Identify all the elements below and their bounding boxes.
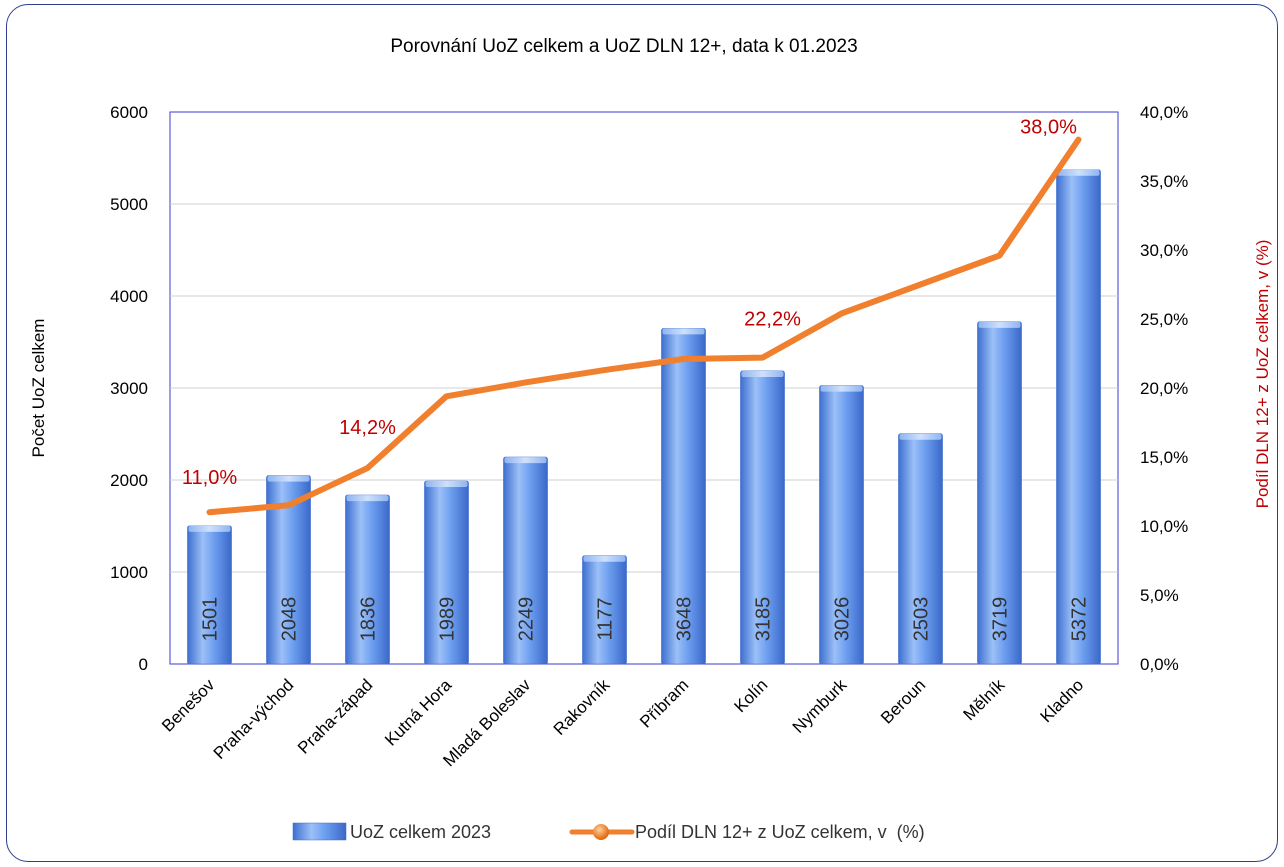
bar-top — [978, 321, 1021, 328]
legend-bar-label: UoZ celkem 2023 — [350, 822, 491, 842]
line-point — [602, 368, 607, 373]
bar-top — [1057, 169, 1100, 176]
bar-data-label: 5372 — [1069, 597, 1091, 642]
y2-tick-label: 10,0% — [1140, 517, 1188, 536]
bar-top — [346, 495, 389, 502]
line-point — [681, 357, 686, 362]
x-tick-label: Příbram — [636, 675, 692, 731]
line-annotation: 38,0% — [1020, 117, 1077, 139]
x-tick-label: Nymburk — [789, 675, 851, 737]
y-tick-label: 5000 — [110, 195, 148, 214]
line-annotation: 11,0% — [182, 467, 237, 489]
bar-data-label: 3719 — [990, 597, 1012, 642]
bar-data-label: 2503 — [911, 597, 933, 642]
y2-tick-label: 35,0% — [1140, 172, 1188, 191]
y2-tick-label: 5,0% — [1140, 586, 1179, 605]
x-tick-label: Kladno — [1036, 675, 1087, 726]
bar-data-labels: 1501 2048 1836 1989 2249 1177 3648 3185 3026 2503… — [200, 597, 1091, 642]
line-point — [365, 466, 370, 471]
y2-tick-label: 40,0% — [1140, 103, 1188, 122]
y2-tick-label: 0,0% — [1140, 655, 1179, 674]
y-axis-ticks: 0 1000 2000 3000 4000 5000 6000 — [110, 103, 148, 674]
grid-lines — [170, 203, 1118, 573]
legend-bar-swatch — [292, 822, 347, 841]
bar-data-label: 3185 — [753, 597, 775, 642]
x-tick-label: Kolín — [730, 675, 771, 716]
line-series — [206, 136, 1082, 516]
y-axis-title: Počet UoZ celkem — [29, 319, 48, 458]
line-annotations: 11,0% 14,2% 22,2% 38,0% — [182, 117, 1077, 490]
y-tick-label: 6000 — [110, 103, 148, 122]
line-point — [444, 394, 449, 399]
line-annotation: 14,2% — [339, 417, 396, 439]
line-point — [918, 282, 923, 287]
x-tick-label: Praha-východ — [210, 675, 298, 763]
legend-line-marker — [593, 824, 609, 840]
bar-top — [741, 370, 784, 377]
line-point — [207, 510, 212, 515]
line-point — [1076, 137, 1081, 142]
line-point — [997, 253, 1002, 258]
legend: UoZ celkem 2023 Podíl DLN 12+ z UoZ celk… — [292, 822, 925, 842]
y2-axis-title: Podíl DLN 12+ z UoZ celkem, v (%) — [1253, 240, 1272, 509]
bar-data-label: 2249 — [516, 597, 538, 642]
line-path — [206, 136, 1082, 516]
x-tick-label: Rakovník — [550, 675, 614, 739]
bar-top — [504, 457, 547, 464]
y2-tick-label: 25,0% — [1140, 310, 1188, 329]
y2-tick-label: 15,0% — [1140, 448, 1188, 467]
bar-top — [188, 525, 231, 532]
y-tick-label: 0 — [139, 655, 148, 674]
y2-tick-label: 30,0% — [1140, 241, 1188, 260]
bar-data-label: 2048 — [279, 597, 301, 642]
y2-axis-ticks: 0,0% 5,0% 10,0% 15,0% 20,0% 25,0% 30,0% 35,0% 40… — [1140, 103, 1188, 674]
y-tick-label: 2000 — [110, 471, 148, 490]
bar-data-label: 1836 — [358, 597, 380, 642]
bar-top — [425, 481, 468, 488]
line-point — [839, 311, 844, 316]
y2-tick-label: 20,0% — [1140, 379, 1188, 398]
x-tick-label: Kutná Hora — [381, 675, 456, 750]
bar-series — [187, 169, 1101, 665]
bar-data-label: 3648 — [674, 597, 696, 642]
y-tick-label: 3000 — [110, 379, 148, 398]
x-tick-label: Mělník — [959, 675, 1008, 724]
bar-top — [820, 385, 863, 392]
bar-data-label: 1501 — [200, 597, 222, 642]
y-tick-label: 4000 — [110, 287, 148, 306]
line-point — [523, 380, 528, 385]
line-annotation: 22,2% — [744, 309, 801, 331]
bar-top — [662, 328, 705, 335]
bar-top — [267, 475, 310, 482]
line-point — [286, 503, 291, 508]
x-tick-label: Beroun — [877, 675, 929, 727]
bar-top — [583, 555, 626, 562]
line-point — [760, 355, 765, 360]
bar-data-label: 1989 — [437, 597, 459, 642]
bar-data-label: 1177 — [595, 597, 617, 640]
bar-data-label: 3026 — [832, 597, 854, 642]
y-tick-label: 1000 — [110, 563, 148, 582]
x-tick-label: Benešov — [158, 675, 219, 736]
x-tick-label: Praha-západ — [294, 675, 376, 757]
legend-line-label: Podíl DLN 12+ z UoZ celkem, v (%) — [635, 822, 925, 842]
bar — [1056, 169, 1101, 665]
bar — [187, 525, 232, 665]
bar-top — [899, 433, 942, 440]
chart-title: Porovnání UoZ celkem a UoZ DLN 12+, data… — [390, 36, 857, 57]
